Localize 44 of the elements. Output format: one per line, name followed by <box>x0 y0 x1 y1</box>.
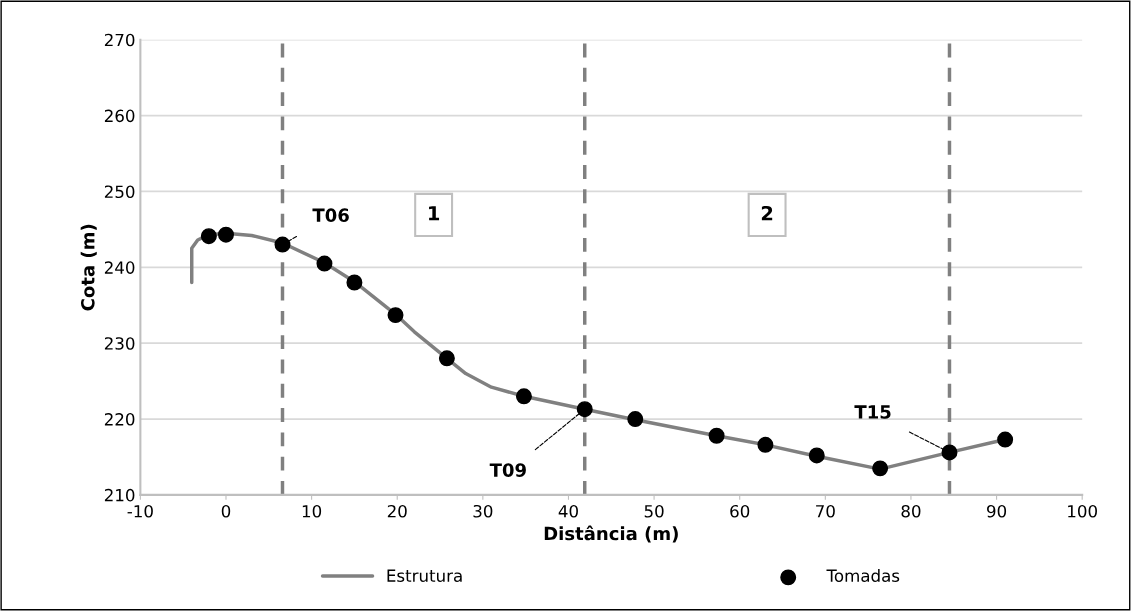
point <box>346 274 363 291</box>
x-tick-label: 10 <box>302 504 322 518</box>
y-tick-label: 260 <box>104 109 135 123</box>
x-tick-label: -10 <box>127 504 153 518</box>
x-tick-label: 30 <box>473 504 493 518</box>
x-tick-label: 0 <box>221 504 231 518</box>
legend-label: Tomadas <box>826 569 900 582</box>
point <box>872 460 889 477</box>
x-tick-label: 70 <box>816 504 835 518</box>
point <box>316 255 333 272</box>
x-tick-label: 90 <box>987 504 1007 518</box>
point <box>274 236 291 253</box>
point <box>200 228 217 245</box>
point <box>627 411 644 428</box>
point <box>708 427 725 444</box>
legend-label: Estrutura <box>387 569 462 582</box>
point <box>941 444 958 461</box>
y-axis-title: Cota (m) <box>80 224 97 311</box>
x-tick-label: 50 <box>644 504 664 518</box>
y-tick-label: 250 <box>104 185 135 199</box>
x-tick-label: 40 <box>558 504 578 518</box>
point <box>757 436 774 453</box>
y-tick-label: 270 <box>104 33 135 47</box>
point <box>218 226 234 243</box>
x-tick-label: 20 <box>387 504 407 518</box>
annotation: T06 <box>312 208 349 223</box>
point <box>387 307 404 324</box>
annotation: T09 <box>489 463 526 477</box>
point <box>997 431 1014 448</box>
x-tick-label: 100 <box>1068 504 1097 518</box>
y-tick-label: 230 <box>104 337 135 350</box>
point <box>808 447 825 464</box>
y-tick-label: 210 <box>104 488 135 502</box>
annotation: T15 <box>854 405 891 419</box>
point <box>515 388 532 405</box>
x-tick-label: 80 <box>901 504 921 518</box>
x-axis-title: Distância (m) <box>544 525 678 543</box>
point <box>438 350 455 367</box>
y-tick-label: 220 <box>104 413 135 426</box>
annotation: 1 <box>429 206 440 221</box>
x-tick-label: 60 <box>730 504 750 518</box>
y-tick-label: 240 <box>104 261 135 274</box>
annotation: 2 <box>761 205 773 221</box>
point <box>576 401 593 418</box>
